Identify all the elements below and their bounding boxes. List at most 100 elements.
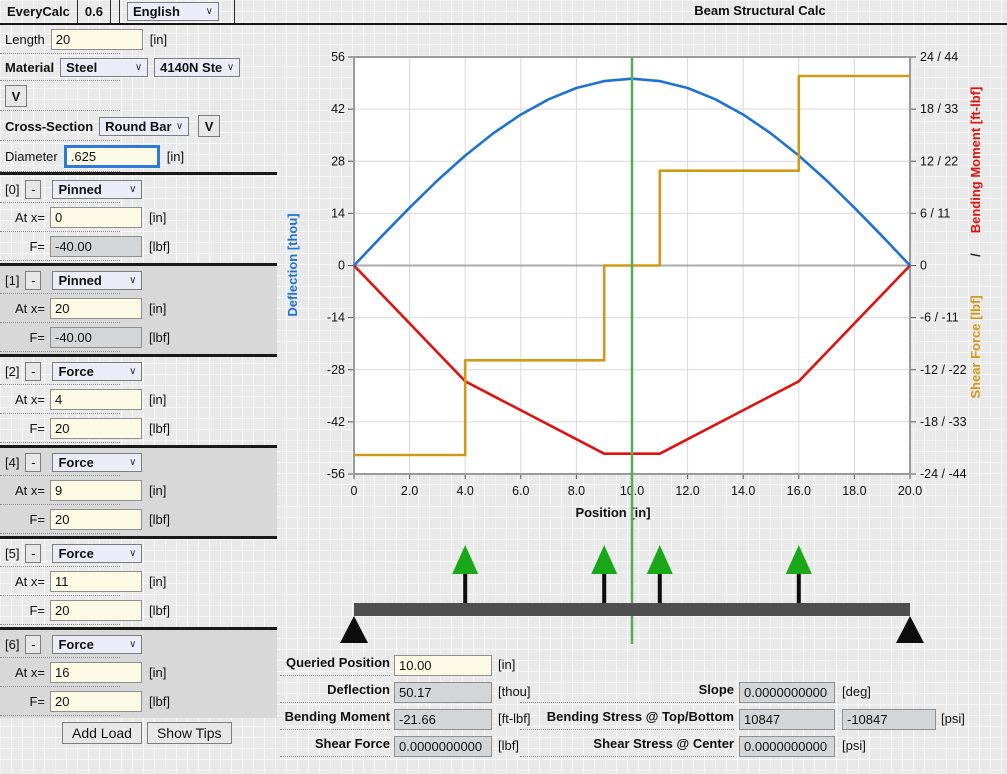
load-x-input[interactable] [50, 480, 142, 501]
load-x-unit: [in] [149, 392, 166, 407]
load-head-row: [2] - Force ∨ [0, 358, 277, 385]
load-type-select[interactable]: Force ∨ [52, 544, 142, 563]
load-force-row: F= [lbf] [0, 323, 277, 352]
load-type-value: Pinned [58, 182, 101, 197]
load-arrow-icon [452, 545, 478, 574]
load-head-row: [0] - Pinned ∨ [0, 176, 277, 203]
shear-stress-unit: [psi] [842, 736, 866, 753]
bending-stress-top-output [739, 709, 835, 730]
load-f-input[interactable] [50, 691, 142, 712]
cross-section-select[interactable]: Round Bar ∨ [99, 117, 189, 136]
load-f-label: F= [5, 512, 45, 527]
load-position-row: At x= [in] [0, 294, 277, 323]
right-tick-label: 6 / 11 [920, 206, 950, 220]
chevron-down-icon: ∨ [129, 457, 136, 468]
load-arrow-stem [602, 574, 606, 603]
left-tick-label: 14 [331, 206, 345, 220]
load-arrow-stem [463, 574, 467, 603]
remove-load-button[interactable]: - [25, 544, 41, 563]
remove-load-button[interactable]: - [25, 362, 41, 381]
load-f-label: F= [5, 694, 45, 709]
load-x-unit: [in] [149, 665, 166, 680]
load-f-label: F= [5, 421, 45, 436]
load-f-unit: [lbf] [149, 603, 170, 618]
language-cell: English ∨ [120, 0, 235, 23]
load-block: [6] - Force ∨ At x= [in] F= [lbf] [0, 630, 277, 718]
pinned-support-icon [896, 616, 924, 643]
bending-moment-label: Bending Moment [280, 709, 390, 724]
load-type-value: Force [58, 364, 93, 379]
left-tick-label: 56 [331, 50, 345, 64]
right-tick-label: -12 / -22 [920, 363, 967, 377]
load-type-select[interactable]: Force ∨ [52, 635, 142, 654]
bending-stress-unit: [psi] [941, 709, 965, 726]
load-type-select[interactable]: Force ∨ [52, 453, 142, 472]
load-block: [5] - Force ∨ At x= [in] F= [lbf] [0, 539, 277, 627]
slope-label: Slope [520, 682, 734, 697]
material-details-button[interactable]: V [5, 85, 27, 107]
load-x-input[interactable] [50, 662, 142, 683]
show-tips-button[interactable]: Show Tips [147, 722, 232, 744]
top-bar-spacer [111, 0, 120, 23]
load-f-unit: [lbf] [149, 330, 170, 345]
load-force-row: F= [lbf] [0, 596, 277, 625]
load-type-select[interactable]: Pinned ∨ [52, 271, 142, 290]
diameter-input[interactable] [64, 145, 160, 168]
material-grade-select[interactable]: 4140N Ste ∨ [154, 58, 240, 77]
deflection-axis-title: Deflection [thou] [285, 213, 300, 316]
bending-moment-axis-title: Bending Moment [ft-lbf] [968, 87, 983, 234]
load-position-row: At x= [in] [0, 385, 277, 414]
chevron-down-icon: ∨ [176, 121, 183, 132]
load-position-row: At x= [in] [0, 658, 277, 687]
remove-load-button[interactable]: - [25, 271, 41, 290]
load-type-select[interactable]: Force ∨ [52, 362, 142, 381]
left-tick-label: 28 [331, 154, 345, 168]
pinned-support-icon [340, 616, 368, 643]
load-x-input[interactable] [50, 207, 142, 228]
load-x-input[interactable] [50, 571, 142, 592]
bending-stress-bottom-output [842, 709, 936, 730]
language-select[interactable]: English ∨ [127, 2, 219, 21]
load-f-unit: [lbf] [149, 421, 170, 436]
remove-load-button[interactable]: - [25, 180, 41, 199]
length-input[interactable] [51, 29, 143, 50]
left-tick-label: 0 [338, 259, 345, 273]
load-x-input[interactable] [50, 298, 142, 319]
load-f-label: F= [5, 603, 45, 618]
x-tick-label: 18.0 [842, 484, 866, 498]
x-tick-label: 8.0 [568, 484, 585, 498]
remove-load-button[interactable]: - [25, 635, 41, 654]
load-arrow-icon [647, 545, 673, 574]
material-label: Material [5, 60, 54, 75]
material-grade-value: 4140N Ste [160, 60, 222, 75]
shear-stress-label: Shear Stress @ Center [520, 736, 734, 751]
x-tick-label: 12.0 [675, 484, 699, 498]
load-x-unit: [in] [149, 483, 166, 498]
load-type-select[interactable]: Pinned ∨ [52, 180, 142, 199]
load-force-row: F= [lbf] [0, 687, 277, 716]
deflection-label: Deflection [280, 682, 390, 697]
load-x-label: At x= [5, 574, 45, 589]
queried-position-input[interactable] [394, 655, 492, 676]
material-type-select[interactable]: Steel ∨ [60, 58, 148, 77]
slope-output [739, 682, 835, 703]
bending-stress-label: Bending Stress @ Top/Bottom [520, 709, 734, 724]
add-load-button[interactable]: Add Load [62, 722, 142, 744]
load-type-value: Force [58, 546, 93, 561]
slope-unit: [deg] [842, 682, 871, 699]
load-head-row: [4] - Force ∨ [0, 449, 277, 476]
load-f-input[interactable] [50, 509, 142, 530]
load-f-unit: [lbf] [149, 512, 170, 527]
load-index: [5] [5, 546, 19, 561]
cross-section-details-button[interactable]: V [198, 115, 220, 137]
load-head-row: [5] - Force ∨ [0, 540, 277, 567]
load-f-input[interactable] [50, 418, 142, 439]
chevron-down-icon: ∨ [129, 639, 136, 650]
length-label: Length [5, 32, 45, 47]
load-x-label: At x= [5, 392, 45, 407]
remove-load-button[interactable]: - [25, 453, 41, 472]
load-block: [1] - Pinned ∨ At x= [in] F= [lbf] [0, 266, 277, 354]
load-x-input[interactable] [50, 389, 142, 410]
load-head-row: [1] - Pinned ∨ [0, 267, 277, 294]
load-f-input[interactable] [50, 600, 142, 621]
